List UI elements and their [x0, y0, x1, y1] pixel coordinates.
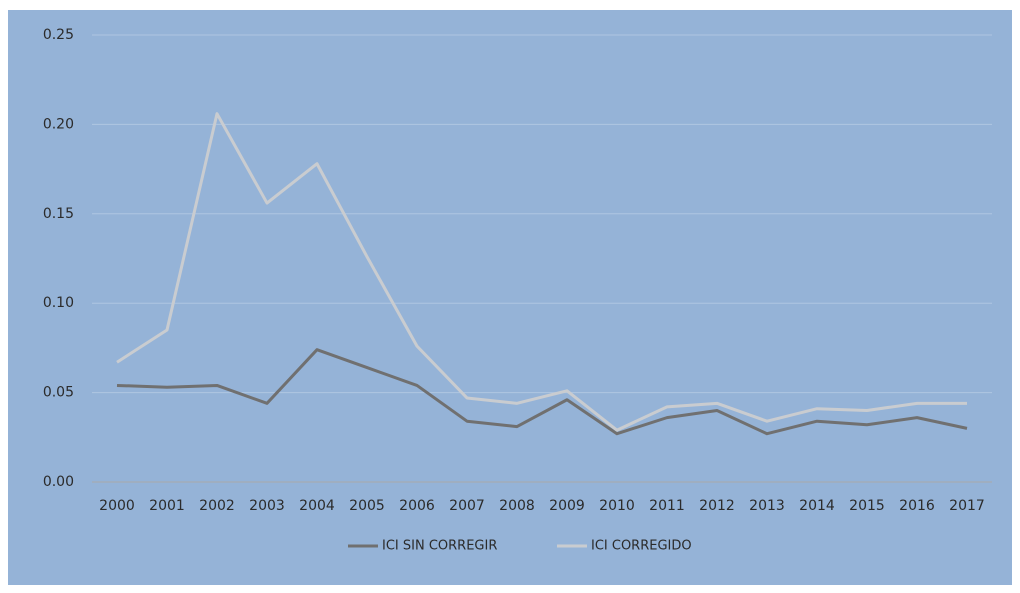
x-tick-label: 2015 [849, 498, 885, 514]
line-series [116, 348, 968, 436]
x-tick-label: 2007 [449, 498, 485, 514]
x-tick-label: 2000 [99, 498, 135, 514]
x-tick-label: 2003 [249, 498, 285, 514]
x-tick-label: 2010 [599, 498, 635, 514]
legend-label: ICI SIN CORREGIR [382, 539, 497, 554]
x-tick-label: 2001 [149, 498, 185, 514]
x-tick-label: 2013 [749, 498, 785, 514]
x-tick-label: 2016 [899, 498, 935, 514]
y-tick-label: 0.25 [43, 27, 74, 43]
x-tick-label: 2002 [199, 498, 235, 514]
legend-label: ICI CORREGIDO [591, 539, 692, 554]
x-tick-label: 2017 [949, 498, 985, 514]
y-tick-label: 0.05 [43, 385, 74, 401]
y-tick-label: 0.20 [43, 116, 74, 132]
y-tick-label: 0.15 [43, 206, 74, 222]
x-tick-label: 2009 [549, 498, 585, 514]
x-tick-label: 2012 [699, 498, 735, 514]
x-tick-label: 2004 [299, 498, 335, 514]
line-series [116, 112, 967, 432]
x-tick-label: 2005 [349, 498, 385, 514]
x-tick-label: 2008 [499, 498, 535, 514]
x-tick-label: 2014 [799, 498, 835, 514]
y-tick-label: 0.00 [43, 474, 74, 490]
y-tick-label: 0.10 [43, 295, 74, 311]
x-tick-label: 2011 [649, 498, 685, 514]
x-tick-label: 2006 [399, 498, 435, 514]
